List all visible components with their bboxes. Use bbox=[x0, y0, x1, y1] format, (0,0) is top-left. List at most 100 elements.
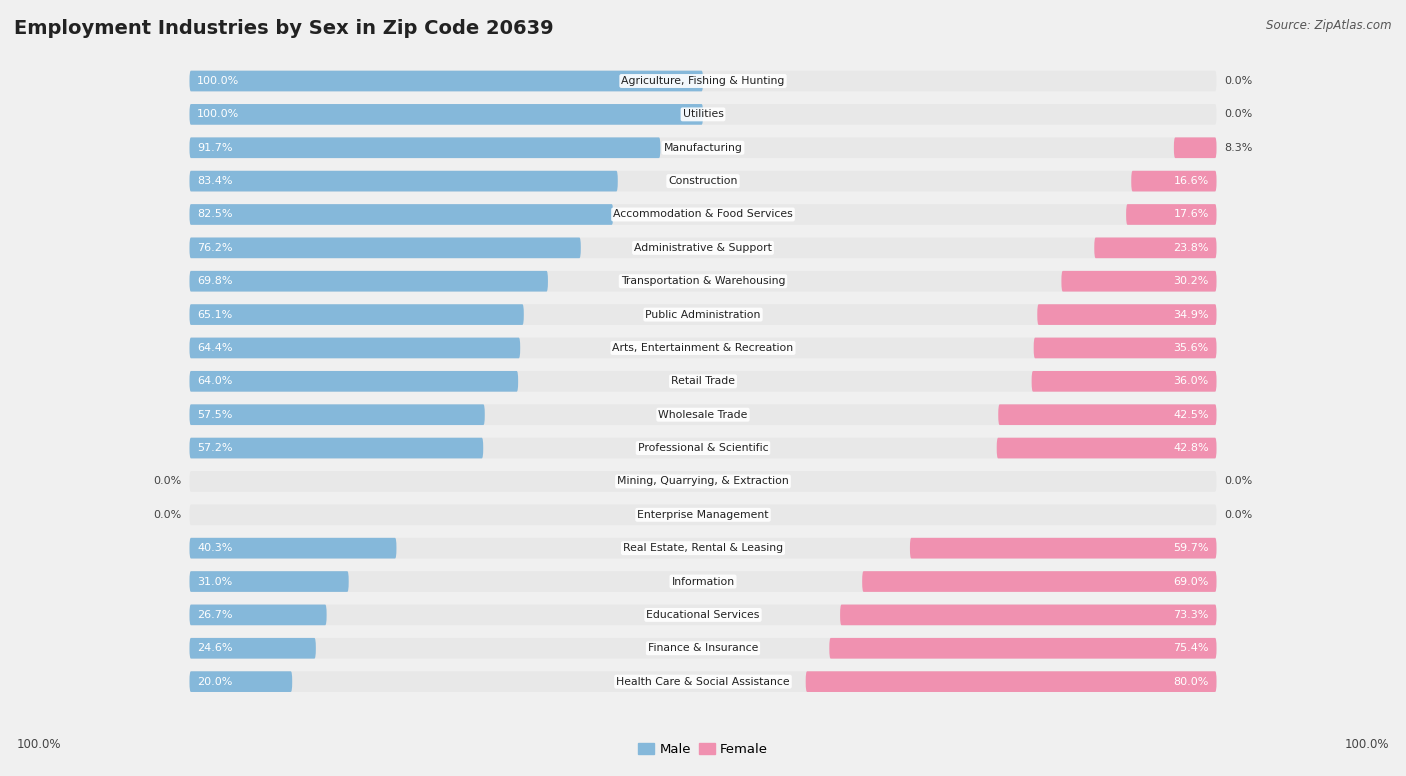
Text: 100.0%: 100.0% bbox=[1344, 739, 1389, 751]
Text: Educational Services: Educational Services bbox=[647, 610, 759, 620]
FancyBboxPatch shape bbox=[190, 104, 1216, 125]
FancyBboxPatch shape bbox=[998, 404, 1216, 425]
Text: Public Administration: Public Administration bbox=[645, 310, 761, 320]
FancyBboxPatch shape bbox=[190, 438, 1216, 459]
FancyBboxPatch shape bbox=[190, 137, 1216, 158]
FancyBboxPatch shape bbox=[190, 204, 613, 225]
FancyBboxPatch shape bbox=[190, 371, 519, 392]
Text: 0.0%: 0.0% bbox=[153, 476, 181, 487]
Text: Arts, Entertainment & Recreation: Arts, Entertainment & Recreation bbox=[613, 343, 793, 353]
Text: Finance & Insurance: Finance & Insurance bbox=[648, 643, 758, 653]
FancyBboxPatch shape bbox=[190, 137, 661, 158]
Legend: Male, Female: Male, Female bbox=[633, 738, 773, 761]
Text: 0.0%: 0.0% bbox=[1225, 76, 1253, 86]
FancyBboxPatch shape bbox=[1033, 338, 1216, 359]
Text: Manufacturing: Manufacturing bbox=[664, 143, 742, 153]
FancyBboxPatch shape bbox=[190, 471, 1216, 492]
Text: 59.7%: 59.7% bbox=[1173, 543, 1209, 553]
FancyBboxPatch shape bbox=[190, 271, 548, 292]
Text: Agriculture, Fishing & Hunting: Agriculture, Fishing & Hunting bbox=[621, 76, 785, 86]
FancyBboxPatch shape bbox=[862, 571, 1216, 592]
Text: Health Care & Social Assistance: Health Care & Social Assistance bbox=[616, 677, 790, 687]
FancyBboxPatch shape bbox=[1038, 304, 1216, 325]
Text: 100.0%: 100.0% bbox=[17, 739, 62, 751]
FancyBboxPatch shape bbox=[190, 438, 484, 459]
FancyBboxPatch shape bbox=[190, 371, 1216, 392]
Text: Employment Industries by Sex in Zip Code 20639: Employment Industries by Sex in Zip Code… bbox=[14, 19, 554, 38]
Text: 76.2%: 76.2% bbox=[197, 243, 233, 253]
Text: 40.3%: 40.3% bbox=[197, 543, 232, 553]
Text: 23.8%: 23.8% bbox=[1173, 243, 1209, 253]
FancyBboxPatch shape bbox=[190, 304, 1216, 325]
Text: 17.6%: 17.6% bbox=[1174, 210, 1209, 220]
FancyBboxPatch shape bbox=[190, 638, 316, 659]
Text: 0.0%: 0.0% bbox=[1225, 510, 1253, 520]
FancyBboxPatch shape bbox=[190, 304, 524, 325]
FancyBboxPatch shape bbox=[190, 404, 485, 425]
Text: 0.0%: 0.0% bbox=[1225, 476, 1253, 487]
Text: Enterprise Management: Enterprise Management bbox=[637, 510, 769, 520]
Text: Transportation & Warehousing: Transportation & Warehousing bbox=[621, 276, 785, 286]
Text: 42.5%: 42.5% bbox=[1173, 410, 1209, 420]
FancyBboxPatch shape bbox=[190, 338, 1216, 359]
FancyBboxPatch shape bbox=[190, 671, 292, 692]
Text: Professional & Scientific: Professional & Scientific bbox=[638, 443, 768, 453]
Text: 100.0%: 100.0% bbox=[197, 76, 239, 86]
FancyBboxPatch shape bbox=[190, 538, 396, 559]
FancyBboxPatch shape bbox=[190, 504, 1216, 525]
FancyBboxPatch shape bbox=[1032, 371, 1216, 392]
FancyBboxPatch shape bbox=[190, 71, 703, 92]
Text: Accommodation & Food Services: Accommodation & Food Services bbox=[613, 210, 793, 220]
FancyBboxPatch shape bbox=[190, 171, 1216, 192]
Text: 20.0%: 20.0% bbox=[197, 677, 232, 687]
Text: 69.8%: 69.8% bbox=[197, 276, 233, 286]
Text: 8.3%: 8.3% bbox=[1225, 143, 1253, 153]
Text: Administrative & Support: Administrative & Support bbox=[634, 243, 772, 253]
Text: 36.0%: 36.0% bbox=[1174, 376, 1209, 386]
Text: Retail Trade: Retail Trade bbox=[671, 376, 735, 386]
FancyBboxPatch shape bbox=[190, 171, 617, 192]
Text: 24.6%: 24.6% bbox=[197, 643, 233, 653]
FancyBboxPatch shape bbox=[1094, 237, 1216, 258]
FancyBboxPatch shape bbox=[190, 104, 703, 125]
Text: 31.0%: 31.0% bbox=[197, 577, 232, 587]
FancyBboxPatch shape bbox=[190, 237, 1216, 258]
FancyBboxPatch shape bbox=[830, 638, 1216, 659]
Text: Wholesale Trade: Wholesale Trade bbox=[658, 410, 748, 420]
FancyBboxPatch shape bbox=[190, 538, 1216, 559]
FancyBboxPatch shape bbox=[997, 438, 1216, 459]
FancyBboxPatch shape bbox=[841, 605, 1216, 625]
FancyBboxPatch shape bbox=[190, 237, 581, 258]
Text: 64.0%: 64.0% bbox=[197, 376, 232, 386]
Text: 0.0%: 0.0% bbox=[1225, 109, 1253, 120]
Text: 64.4%: 64.4% bbox=[197, 343, 233, 353]
Text: 16.6%: 16.6% bbox=[1174, 176, 1209, 186]
Text: Mining, Quarrying, & Extraction: Mining, Quarrying, & Extraction bbox=[617, 476, 789, 487]
FancyBboxPatch shape bbox=[1062, 271, 1216, 292]
Text: 65.1%: 65.1% bbox=[197, 310, 232, 320]
Text: 34.9%: 34.9% bbox=[1173, 310, 1209, 320]
Text: 73.3%: 73.3% bbox=[1174, 610, 1209, 620]
FancyBboxPatch shape bbox=[1126, 204, 1216, 225]
FancyBboxPatch shape bbox=[190, 638, 1216, 659]
Text: Real Estate, Rental & Leasing: Real Estate, Rental & Leasing bbox=[623, 543, 783, 553]
FancyBboxPatch shape bbox=[1132, 171, 1216, 192]
Text: Information: Information bbox=[672, 577, 734, 587]
Text: Source: ZipAtlas.com: Source: ZipAtlas.com bbox=[1267, 19, 1392, 33]
Text: 69.0%: 69.0% bbox=[1174, 577, 1209, 587]
Text: 26.7%: 26.7% bbox=[197, 610, 233, 620]
Text: 42.8%: 42.8% bbox=[1173, 443, 1209, 453]
Text: 82.5%: 82.5% bbox=[197, 210, 233, 220]
Text: Construction: Construction bbox=[668, 176, 738, 186]
FancyBboxPatch shape bbox=[190, 271, 1216, 292]
Text: 57.2%: 57.2% bbox=[197, 443, 233, 453]
Text: 83.4%: 83.4% bbox=[197, 176, 233, 186]
Text: Utilities: Utilities bbox=[682, 109, 724, 120]
Text: 30.2%: 30.2% bbox=[1174, 276, 1209, 286]
FancyBboxPatch shape bbox=[190, 71, 1216, 92]
Text: 75.4%: 75.4% bbox=[1173, 643, 1209, 653]
FancyBboxPatch shape bbox=[190, 671, 1216, 692]
FancyBboxPatch shape bbox=[190, 204, 1216, 225]
FancyBboxPatch shape bbox=[190, 404, 1216, 425]
Text: 0.0%: 0.0% bbox=[153, 510, 181, 520]
